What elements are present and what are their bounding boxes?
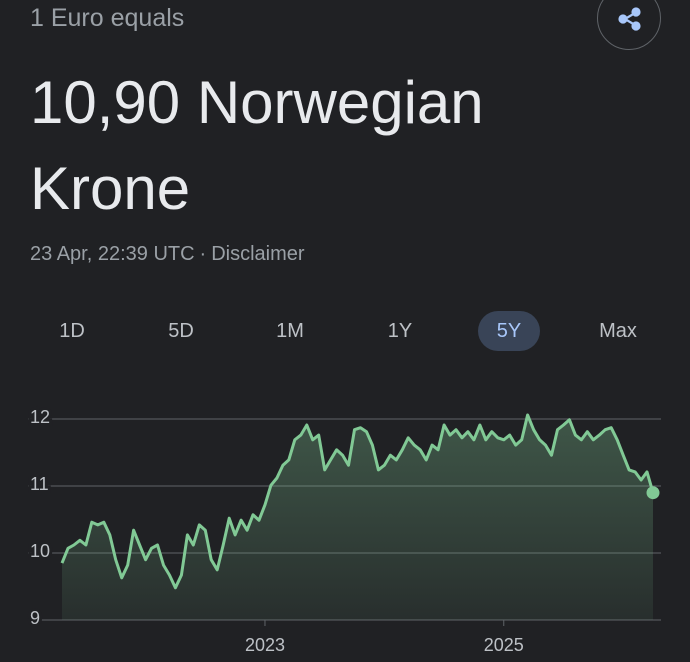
y-tick-label: 9	[30, 608, 40, 628]
timestamp-row: 23 Apr, 22:39 UTC · Disclaimer	[30, 243, 310, 266]
line	[60, 413, 655, 590]
disclaimer-link[interactable]: Disclaimer	[211, 243, 305, 265]
range-tab[interactable]: Max	[599, 320, 637, 342]
subtitle: 1 Euro equals	[30, 4, 185, 32]
range-tab[interactable]: 5Y	[478, 311, 540, 351]
end-point	[646, 486, 660, 500]
range-tab[interactable]: 5D	[168, 320, 194, 342]
x-tick-label: 2023	[245, 635, 285, 655]
range-tab[interactable]: 1M	[276, 320, 304, 342]
x-tick-label: 2025	[484, 635, 524, 655]
separator: ·	[199, 243, 207, 265]
area	[62, 415, 653, 620]
share-icon	[618, 7, 641, 31]
y-tick-label: 10	[30, 541, 50, 561]
timestamp: 23 Apr, 22:39 UTC	[30, 243, 195, 265]
rate: 10,90 Norwegian Krone	[30, 69, 484, 222]
y-tick-label: 11	[30, 474, 49, 494]
y-tick-label: 12	[30, 407, 50, 427]
range-tab[interactable]: 1D	[59, 320, 85, 342]
range-tab[interactable]: 1Y	[387, 320, 413, 342]
share-button[interactable]	[597, 0, 661, 50]
